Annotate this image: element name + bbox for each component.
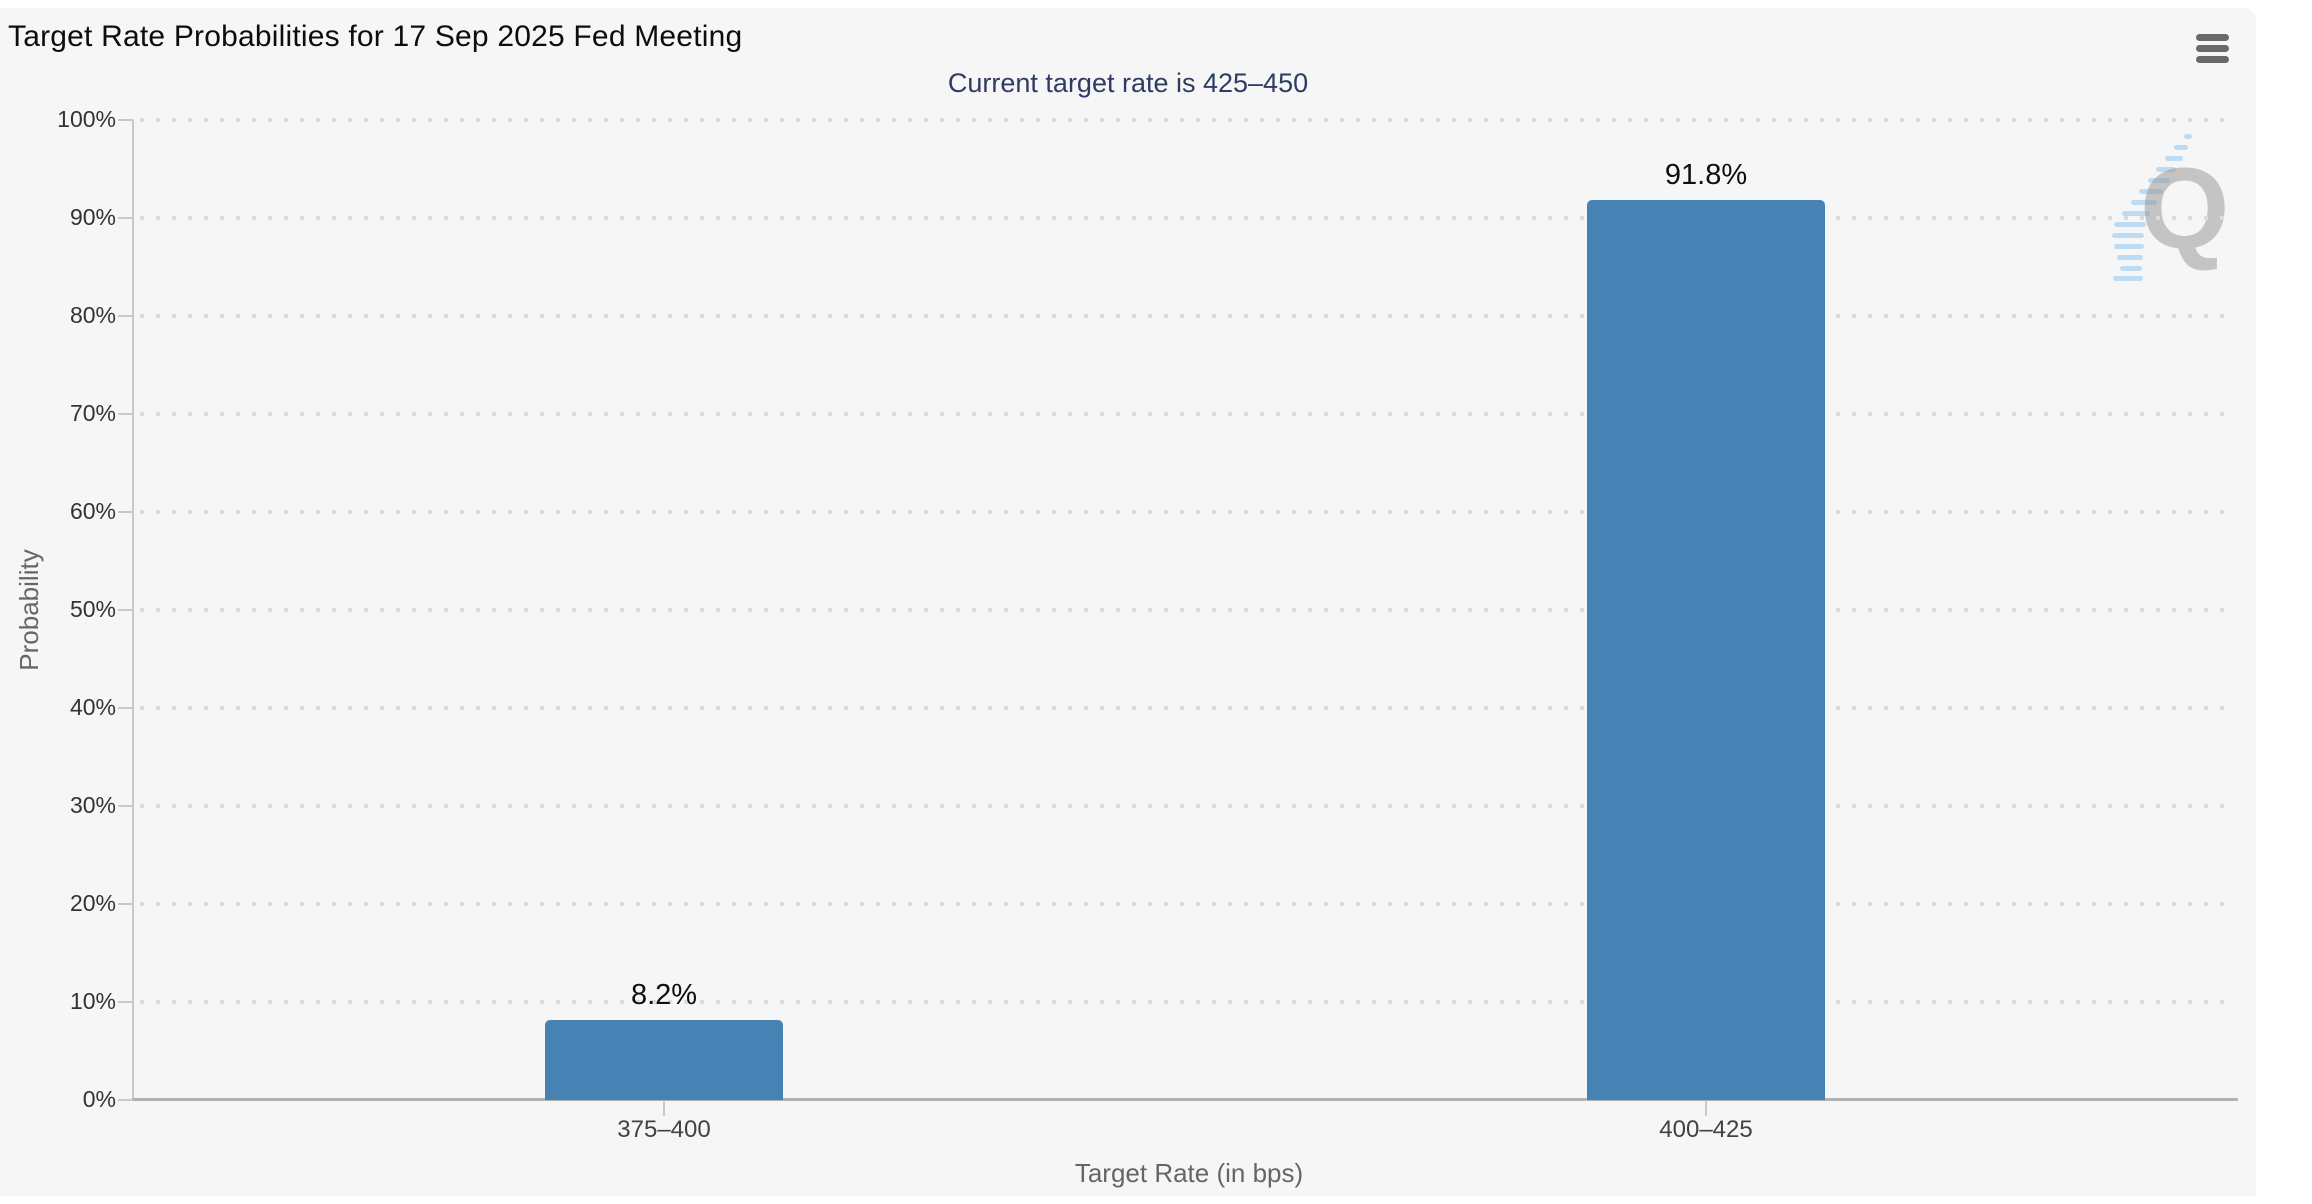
bar[interactable]: [1587, 200, 1825, 1100]
gridline: [140, 118, 2232, 122]
y-axis-label: 40%: [69, 694, 116, 720]
y-axis-tick: [118, 1001, 133, 1003]
chart-panel: Target Rate Probabilities for 17 Sep 202…: [0, 8, 2256, 1196]
bar-value-label: 91.8%: [1664, 159, 1748, 192]
y-axis-tick: [118, 707, 133, 709]
y-axis-label: 0%: [82, 1086, 116, 1112]
x-axis-line: [132, 1098, 2238, 1101]
y-axis-tick: [118, 315, 133, 317]
y-axis-tick: [118, 903, 133, 905]
gridline: [140, 706, 2232, 710]
y-axis-label: 70%: [69, 400, 116, 426]
x-axis-label: 400–425: [1659, 1116, 1753, 1143]
gridline: [140, 804, 2232, 808]
x-axis-tick: [663, 1101, 665, 1116]
y-axis-label: 30%: [69, 792, 116, 818]
y-axis-title: Probability: [14, 549, 44, 671]
gridline: [140, 412, 2232, 416]
y-axis-label: 80%: [69, 302, 116, 328]
chart-title: Target Rate Probabilities for 17 Sep 202…: [8, 20, 743, 53]
gridline: [140, 510, 2232, 514]
y-axis-label: 90%: [69, 204, 116, 230]
bar-value-label: 8.2%: [630, 978, 698, 1011]
y-axis-label: 50%: [69, 596, 116, 622]
gridline: [140, 216, 2232, 220]
y-axis-line: [132, 120, 134, 1100]
bar[interactable]: [545, 1019, 783, 1100]
quikstrike-watermark: Q: [2100, 118, 2260, 298]
x-axis-label: 375–400: [617, 1116, 711, 1143]
gridline: [140, 314, 2232, 318]
gridline: [140, 902, 2232, 906]
y-axis-label: 100%: [57, 106, 116, 132]
x-axis-tick: [1705, 1101, 1707, 1116]
y-axis-tick: [118, 1099, 133, 1101]
y-axis-label: 60%: [69, 498, 116, 524]
y-axis-tick: [118, 805, 133, 807]
chart-menu-button[interactable]: [2186, 24, 2238, 72]
plot-area: Q 0% 10% 20% 30% 40% 50% 60% 70% 80% 90% 100% 8.2% 3…: [0, 8, 2312, 1204]
y-axis-tick: [118, 217, 133, 219]
y-axis-tick: [118, 609, 133, 611]
chart-subtitle: Current target rate is 425–450: [947, 68, 1309, 98]
gridline: [140, 608, 2232, 612]
y-axis-label: 20%: [69, 890, 116, 916]
y-axis-tick: [118, 413, 133, 415]
q-logo-icon: Q: [2140, 145, 2230, 273]
y-axis-label: 10%: [69, 988, 116, 1014]
y-axis-tick: [118, 511, 133, 513]
x-axis-title: Target Rate (in bps): [1074, 1158, 1304, 1188]
y-axis-tick: [118, 119, 133, 121]
gridline: [140, 1000, 2232, 1004]
